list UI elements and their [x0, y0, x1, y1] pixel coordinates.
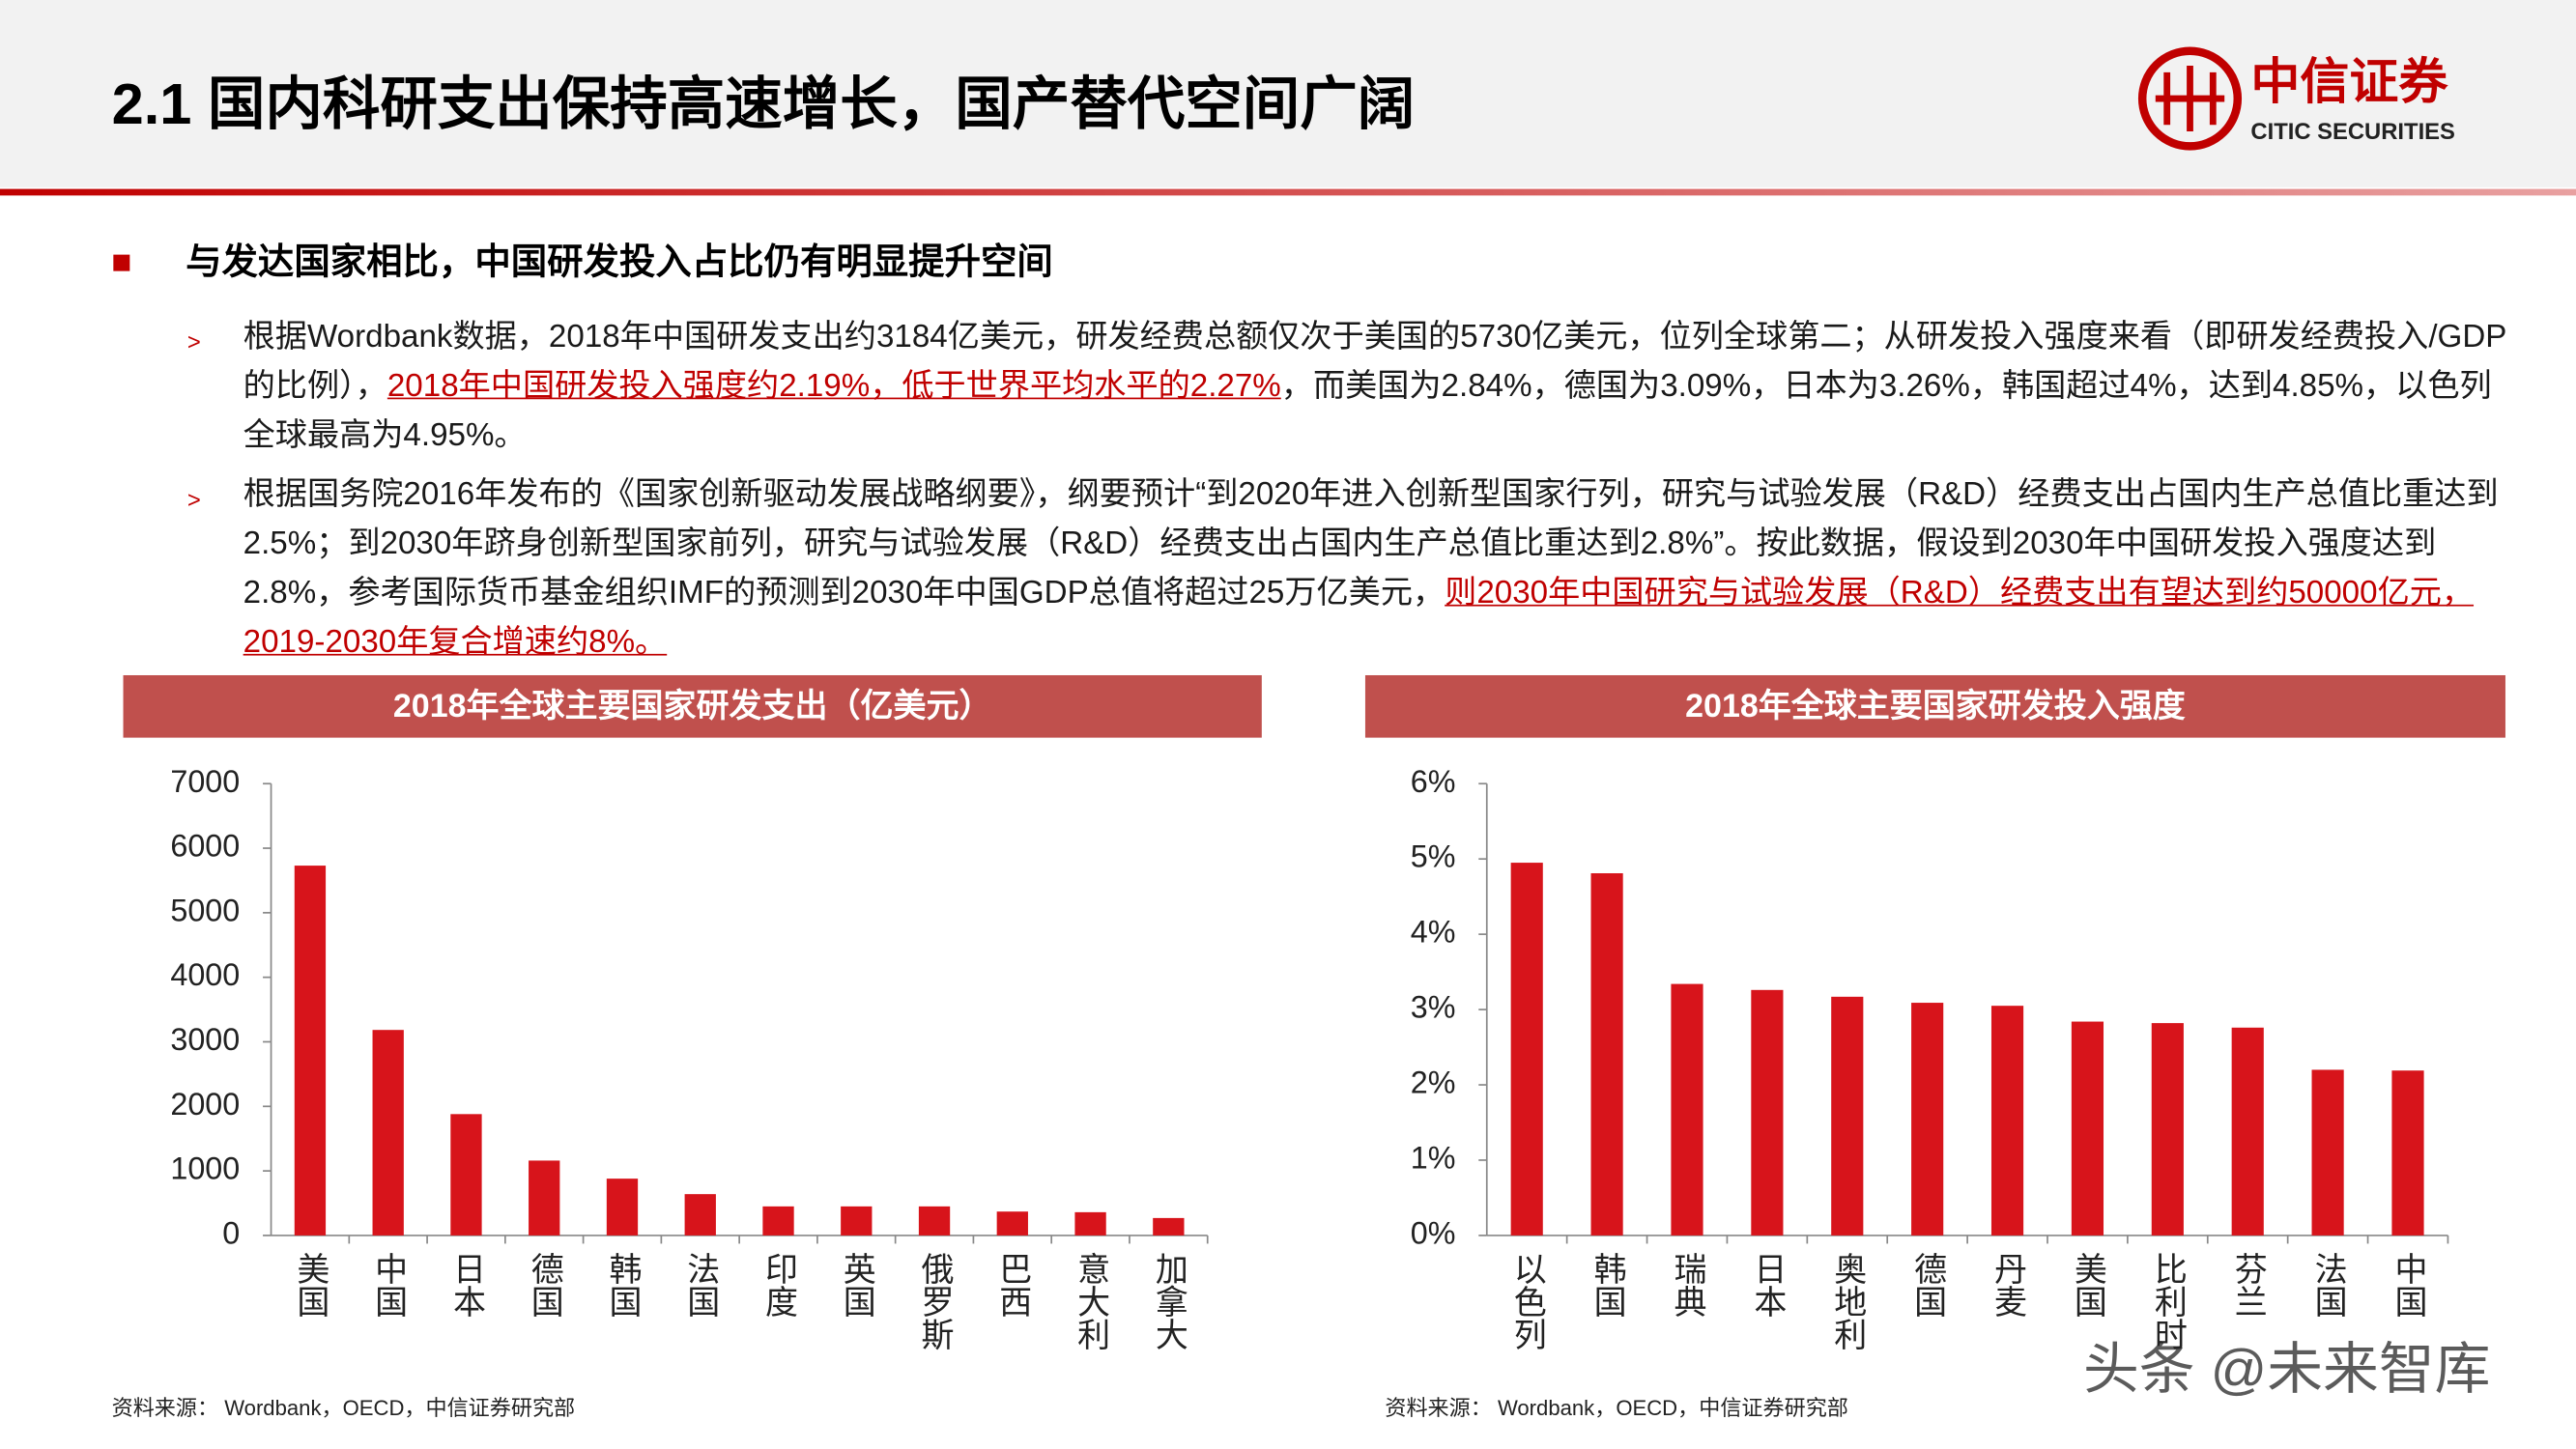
bar [294, 866, 327, 1236]
bar [1990, 1006, 2024, 1236]
y-tick-label: 1000 [170, 1151, 240, 1186]
bar [1153, 1217, 1185, 1236]
bar [841, 1206, 873, 1236]
x-tick-label: 法国 [2309, 1252, 2346, 1318]
highlight-text: 2018年中国研发投入强度约2.19%，低于世界平均水平的2.27% [386, 367, 1281, 405]
bar [2071, 1021, 2104, 1236]
x-tick-label: 法国 [682, 1252, 719, 1318]
bar [2311, 1069, 2344, 1236]
x-tick-label: 以色列 [1508, 1252, 1545, 1350]
x-tick-label: 中国 [370, 1252, 407, 1318]
x-tick-label: 加拿大 [1150, 1252, 1188, 1350]
y-tick-label: 4% [1411, 915, 1456, 950]
x-tick-label: 比利时 [2149, 1252, 2187, 1350]
bar [762, 1206, 794, 1236]
x-tick-label: 德国 [526, 1252, 563, 1318]
logo-ring [2137, 46, 2243, 151]
x-tick-label: 丹麦 [1989, 1252, 2026, 1318]
y-tick-label: 6% [1411, 764, 1456, 799]
section-heading: 与发达国家相比，中国研发投入占比仍有明显提升空间 [186, 242, 1053, 282]
header-rule [0, 188, 2576, 196]
x-tick-label: 奥地利 [1829, 1252, 1867, 1350]
x-tick-label: 美国 [2069, 1252, 2105, 1318]
source-note: 资料来源： Wordbank，OECD，中信证券研究部 [1385, 1396, 1848, 1420]
x-tick-label: 巴西 [994, 1252, 1031, 1318]
y-tick-label: 1% [1411, 1141, 1456, 1176]
y-tick-label: 0% [1411, 1215, 1456, 1250]
text: 根据Wordbank数据，2018年中国研发支出约3184亿美元，研发经费总额仅… [243, 318, 2507, 405]
source-note: 资料来源： Wordbank，OECD，中信证券研究部 [112, 1396, 576, 1420]
arrow: > [186, 328, 201, 355]
bar [1590, 872, 1623, 1236]
bar [1751, 989, 1784, 1236]
y-tick-label: 6000 [170, 829, 240, 864]
bullet [113, 254, 130, 271]
header-title: 2.1 国内科研支出保持高速增长，国产替代空间广阔 [112, 71, 1416, 136]
x-tick-label: 俄罗斯 [916, 1252, 954, 1350]
x-tick-label: 美国 [292, 1252, 329, 1318]
logo-en: CITIC SECURITIES [2250, 119, 2455, 145]
y-tick-label: 7000 [170, 764, 240, 799]
logo-name: 中信证券 [2250, 54, 2448, 109]
x-tick-label: 韩国 [604, 1252, 641, 1318]
x-tick-label: 英国 [838, 1252, 874, 1318]
watermark: 头条 @未来智库 [2083, 1339, 2490, 1401]
x-tick-label: 日本 [1749, 1252, 1786, 1318]
y-tick-label: 5000 [170, 893, 240, 927]
text: 根据国务院2016年发布的《国家创新驱动发展战略纲要》，纲要预计“到2020年进… [243, 476, 2499, 611]
y-tick-label: 2000 [170, 1087, 240, 1122]
bar [1911, 1003, 1944, 1236]
y-tick-label: 3% [1411, 990, 1456, 1025]
chart-title: 2018年全球主要国家研发投入强度 [1685, 687, 2186, 724]
x-tick-label: 芬兰 [2229, 1252, 2266, 1318]
x-tick-label: 日本 [447, 1252, 484, 1318]
bar [1831, 996, 1864, 1236]
x-tick-label: 德国 [1909, 1252, 1947, 1318]
chart-title: 2018年全球主要国家研发支出（亿美元） [393, 687, 992, 724]
bar [2231, 1027, 2264, 1236]
x-tick-label: 印度 [760, 1252, 797, 1318]
bar [684, 1194, 716, 1236]
x-tick-label: 中国 [2390, 1252, 2426, 1318]
y-tick-label: 4000 [170, 957, 240, 992]
logo-mark [2155, 66, 2225, 132]
paragraph: 根据Wordbank数据，2018年中国研发支出约3184亿美元，研发经费总额仅… [243, 312, 2519, 460]
bar [2151, 1023, 2184, 1236]
bar [918, 1206, 951, 1236]
bar [606, 1179, 639, 1236]
highlight-text: 则2030年中国研究与试验发展（R&D）经费支出有望达到约50000亿元，201… [243, 575, 2475, 661]
x-tick-label: 意大利 [1073, 1252, 1110, 1350]
bar [2391, 1070, 2424, 1236]
chart-title-band [123, 674, 1262, 738]
bar [996, 1211, 1028, 1236]
chart-title-band [1364, 674, 2505, 738]
bar [1671, 983, 1703, 1236]
bar [372, 1030, 404, 1236]
paragraph: 根据国务院2016年发布的《国家创新驱动发展战略纲要》，纲要预计“到2020年进… [243, 469, 2519, 667]
bar [529, 1160, 560, 1236]
arrow: > [186, 486, 201, 513]
y-tick-label: 5% [1411, 839, 1456, 874]
x-tick-label: 韩国 [1589, 1252, 1625, 1318]
y-tick-label: 2% [1411, 1065, 1456, 1100]
x-tick-label: 瑞典 [1669, 1252, 1705, 1318]
y-tick-label: 0 [222, 1215, 240, 1250]
text: ，而美国为2.84%，德国为3.09%，日本为3.26%，韩国超过4%，达到4.… [243, 367, 2492, 454]
bar [1510, 863, 1543, 1236]
y-tick-label: 3000 [170, 1022, 240, 1057]
bar [450, 1114, 482, 1236]
bar [1074, 1211, 1106, 1236]
